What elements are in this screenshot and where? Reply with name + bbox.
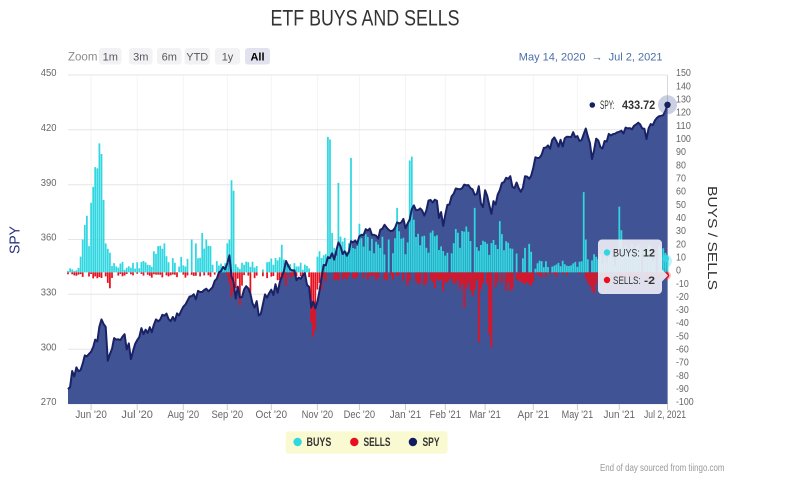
- svg-text:300: 300: [41, 342, 57, 353]
- svg-text:Dec '20: Dec '20: [344, 409, 376, 421]
- svg-text:1y: 1y: [222, 52, 234, 64]
- svg-text:-90: -90: [676, 384, 689, 395]
- svg-text:Oct '20: Oct '20: [256, 409, 288, 421]
- svg-text:450: 450: [41, 68, 57, 79]
- svg-text:330: 330: [41, 288, 57, 299]
- svg-text:420: 420: [41, 123, 57, 134]
- svg-text:-2: -2: [644, 275, 655, 287]
- svg-text:Aug '20: Aug '20: [168, 409, 200, 421]
- svg-text:-30: -30: [676, 305, 689, 316]
- svg-text:3m: 3m: [133, 52, 148, 64]
- svg-text:YTD: YTD: [186, 52, 208, 64]
- svg-text:0: 0: [676, 266, 681, 277]
- svg-text:ETF BUYS AND SELLS: ETF BUYS AND SELLS: [271, 5, 460, 30]
- svg-text:End of day sourced from tiingo: End of day sourced from tiingo.com: [600, 462, 725, 474]
- svg-text:SELLS:: SELLS:: [613, 275, 641, 287]
- svg-text:Jan '21: Jan '21: [390, 409, 422, 421]
- svg-text:Nov '20: Nov '20: [302, 409, 334, 421]
- svg-text:1m: 1m: [103, 52, 118, 64]
- svg-text:Jul 2, 2021: Jul 2, 2021: [644, 409, 686, 421]
- svg-text:-100: -100: [676, 397, 694, 408]
- svg-text:SPY:: SPY:: [600, 100, 615, 112]
- svg-text:30: 30: [676, 226, 686, 237]
- svg-text:130: 130: [676, 95, 691, 106]
- svg-text:390: 390: [41, 178, 57, 189]
- svg-text:12: 12: [643, 248, 655, 260]
- svg-text:150: 150: [676, 68, 691, 79]
- svg-text:60: 60: [676, 187, 686, 198]
- svg-text:80: 80: [676, 160, 686, 171]
- svg-text:Sep '20: Sep '20: [212, 409, 244, 421]
- svg-text:-20: -20: [676, 292, 689, 303]
- svg-text:BUYS / SELLS: BUYS / SELLS: [705, 186, 719, 290]
- svg-text:-10: -10: [676, 279, 689, 290]
- svg-text:10: 10: [676, 252, 686, 263]
- svg-text:May '21: May '21: [562, 409, 594, 421]
- svg-text:433.72: 433.72: [622, 100, 655, 112]
- svg-text:6m: 6m: [162, 52, 177, 64]
- svg-text:BUYS:: BUYS:: [613, 248, 640, 260]
- svg-text:BUYS: BUYS: [307, 435, 332, 449]
- svg-text:Apr '21: Apr '21: [518, 409, 550, 421]
- svg-text:SELLS: SELLS: [364, 435, 391, 449]
- svg-text:Feb '21: Feb '21: [430, 409, 462, 421]
- svg-text:-40: -40: [676, 318, 689, 329]
- svg-text:270: 270: [41, 397, 57, 408]
- svg-text:-80: -80: [676, 371, 689, 382]
- svg-text:-50: -50: [676, 331, 689, 342]
- svg-text:70: 70: [676, 174, 686, 185]
- svg-text:Jun '20: Jun '20: [75, 409, 107, 421]
- svg-text:360: 360: [41, 233, 57, 244]
- svg-text:Zoom: Zoom: [68, 52, 97, 64]
- svg-text:100: 100: [676, 134, 691, 145]
- svg-text:20: 20: [676, 239, 686, 250]
- svg-text:SPY: SPY: [8, 226, 24, 254]
- svg-text:Jun '21: Jun '21: [604, 409, 636, 421]
- svg-text:-70: -70: [676, 358, 689, 369]
- svg-text:40: 40: [676, 213, 686, 224]
- svg-text:50: 50: [676, 200, 686, 211]
- svg-text:Jul '20: Jul '20: [121, 409, 153, 421]
- svg-text:120: 120: [676, 108, 691, 119]
- svg-text:140: 140: [676, 81, 691, 92]
- svg-text:All: All: [250, 52, 264, 64]
- svg-text:90: 90: [676, 147, 686, 158]
- svg-text:-60: -60: [676, 345, 689, 356]
- svg-text:May 14, 2020 → Jul 2, 2021: May 14, 2020 → Jul 2, 2021: [519, 52, 663, 64]
- svg-text:110: 110: [676, 121, 691, 132]
- svg-text:SPY: SPY: [423, 435, 440, 449]
- svg-text:Mar '21: Mar '21: [469, 409, 501, 421]
